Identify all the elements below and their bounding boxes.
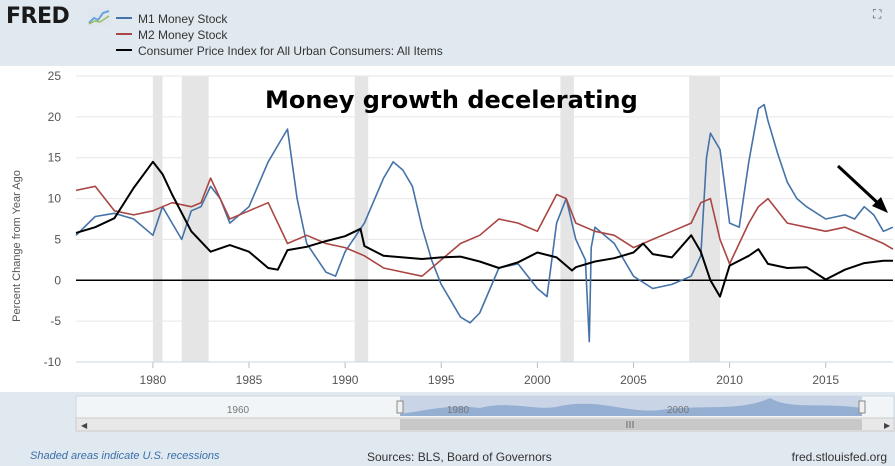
legend-label-m2: M2 Money Stock [138, 28, 228, 42]
annotation-text: Money growth decelerating [265, 86, 638, 114]
scroll-left-icon[interactable]: ◀ [81, 421, 88, 430]
x-tick-label-1990: 1990 [332, 373, 359, 387]
fred-logo[interactable]: FRED [6, 4, 70, 29]
y-tick-label--10: -10 [44, 355, 62, 369]
navigator-handle-left[interactable] [396, 400, 404, 414]
x-tick-label-2015: 2015 [812, 373, 839, 387]
x-tick-label-2010: 2010 [716, 373, 743, 387]
annotation-arrow-head [872, 197, 888, 213]
chart-line-icon [88, 8, 110, 26]
scrollbar-thumb[interactable] [400, 419, 862, 430]
legend-label-cpi: Consumer Price Index for All Urban Consu… [138, 44, 443, 58]
x-tick-label-2000: 2000 [524, 373, 551, 387]
recession-band-1 [181, 76, 209, 362]
y-tick-label-10: 10 [48, 192, 62, 206]
legend-swatch-m2 [116, 32, 132, 35]
x-tick-label-1980: 1980 [140, 373, 167, 387]
y-tick-label--5: -5 [50, 314, 61, 328]
scrollbar-grip-icon [626, 421, 634, 428]
legend-swatch-m1 [116, 16, 132, 19]
x-tick-label-2005: 2005 [620, 373, 647, 387]
navigator-label-1960: 1960 [227, 405, 250, 416]
scroll-right-icon[interactable]: ▶ [884, 421, 891, 430]
recession-band-2 [354, 76, 369, 362]
legend-item-cpi[interactable]: Consumer Price Index for All Urban Consu… [116, 43, 443, 59]
recession-band-3 [560, 76, 574, 362]
y-tick-label-25: 25 [48, 69, 62, 83]
x-tick-label-1995: 1995 [428, 373, 455, 387]
sources-text: Sources: BLS, Board of Governors [367, 450, 552, 464]
series-group [75, 103, 894, 343]
series-line-0 [75, 103, 894, 343]
fullscreen-icon[interactable]: ⛶ [873, 7, 882, 21]
y-tick-label-0: 0 [54, 273, 61, 287]
navigator-label-1980: 1980 [447, 405, 470, 416]
legend-label-m1: M1 Money Stock [138, 12, 228, 26]
series-line-2 [75, 160, 893, 298]
x-axis-ticks: 1980 1985 1990 1995 2000 2005 2010 2015 [76, 361, 893, 387]
series-line-1 [75, 177, 894, 278]
navigator-area [400, 398, 862, 416]
y-tick-label-15: 15 [48, 151, 62, 165]
chart-header: FRED M1 Money Stock M2 Money Stock Consu… [0, 0, 895, 66]
legend-item-m1[interactable]: M1 Money Stock [116, 11, 227, 27]
y-axis-ticks: 25 20 15 10 5 0 -5 -10 [44, 69, 62, 369]
annotation-arrow-shaft [836, 164, 882, 207]
navigator-handle-right[interactable] [858, 400, 866, 414]
y-tick-label-5: 5 [54, 232, 61, 246]
plot-background [0, 66, 895, 392]
navigator-label-2000: 2000 [667, 405, 690, 416]
y-tick-label-20: 20 [48, 110, 62, 124]
legend-item-m2[interactable]: M2 Money Stock [116, 27, 227, 43]
site-link[interactable]: fred.stlouisfed.org [791, 450, 887, 464]
y-axis-label: Percent Change from Year Ago [11, 170, 23, 322]
legend-swatch-cpi [116, 48, 132, 51]
x-tick-label-1985: 1985 [236, 373, 263, 387]
recession-note: Shaded areas indicate U.S. recessions [30, 450, 220, 462]
